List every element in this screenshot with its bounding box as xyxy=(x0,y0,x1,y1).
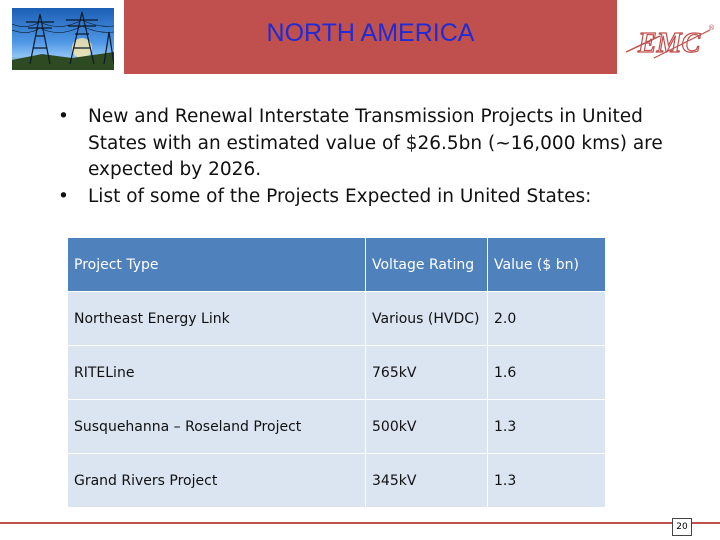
voltage-rating: 765kV xyxy=(365,345,488,400)
table-header-row: Project Type Voltage Rating Value ($ bn) xyxy=(67,237,606,292)
project-value: 1.6 xyxy=(487,345,606,400)
transmission-tower-icon xyxy=(12,11,114,70)
emc-logo: EMC ® xyxy=(624,18,716,62)
projects-table: Project Type Voltage Rating Value ($ bn)… xyxy=(67,237,606,508)
title-bar: NORTH AMERICA xyxy=(124,0,617,74)
project-name: RITELine xyxy=(67,345,366,400)
bullet-dot-icon: • xyxy=(58,106,69,127)
project-value: 2.0 xyxy=(487,291,606,346)
table-row: Northeast Energy Link Various (HVDC) 2.0 xyxy=(67,291,606,346)
table-row: RITELine 765kV 1.6 xyxy=(67,345,606,400)
bullet-dot-icon: • xyxy=(58,185,69,207)
header-project-type: Project Type xyxy=(67,237,366,292)
logo-registered-mark: ® xyxy=(708,24,715,32)
bullet-text: New and Renewal Interstate Transmission … xyxy=(88,106,663,180)
bullet-text: List of some of the Projects Expected in… xyxy=(88,185,592,207)
page-number: 20 xyxy=(672,518,692,536)
project-value: 1.3 xyxy=(487,399,606,454)
voltage-rating: Various (HVDC) xyxy=(365,291,488,346)
voltage-rating: 500kV xyxy=(365,399,488,454)
table-row: Grand Rivers Project 345kV 1.3 xyxy=(67,453,606,508)
logo-text: EMC xyxy=(637,28,701,59)
project-name: Susquehanna – Roseland Project xyxy=(67,399,366,454)
page-title: NORTH AMERICA xyxy=(266,18,475,47)
bullet-item: • List of some of the Projects Expected … xyxy=(52,184,692,211)
project-name: Northeast Energy Link xyxy=(67,291,366,346)
project-name: Grand Rivers Project xyxy=(67,453,366,508)
bullet-list: • New and Renewal Interstate Transmissio… xyxy=(52,104,692,210)
bullet-item: • New and Renewal Interstate Transmissio… xyxy=(52,104,692,184)
voltage-rating: 345kV xyxy=(365,453,488,508)
footer-divider xyxy=(0,522,720,524)
table-row: Susquehanna – Roseland Project 500kV 1.3 xyxy=(67,399,606,454)
header-value: Value ($ bn) xyxy=(487,237,606,292)
transmission-tower-photo xyxy=(12,8,114,70)
header-voltage-rating: Voltage Rating xyxy=(365,237,488,292)
project-value: 1.3 xyxy=(487,453,606,508)
